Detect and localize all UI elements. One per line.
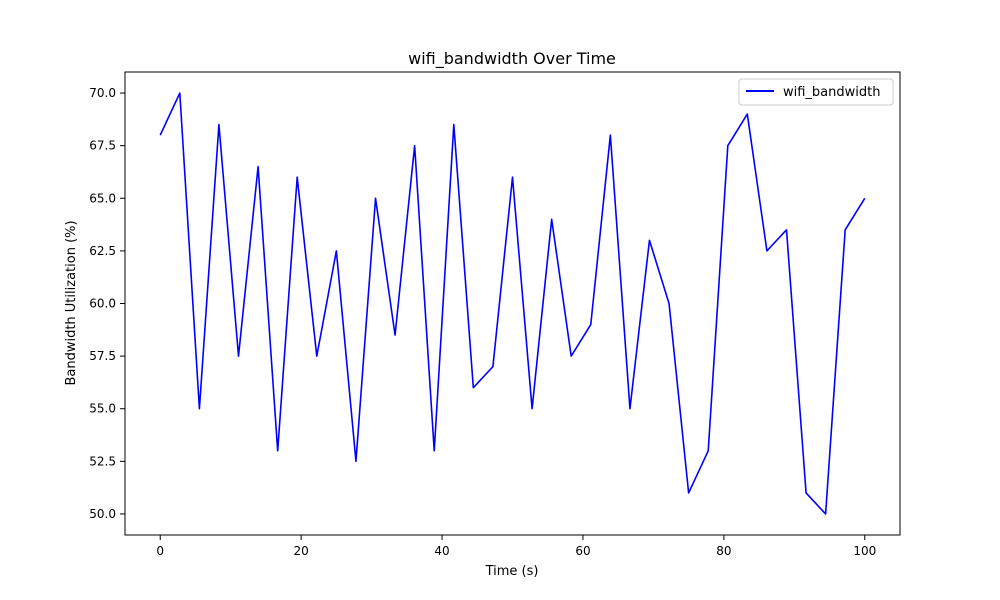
legend-label: wifi_bandwidth <box>783 85 880 100</box>
series-line-wifi_bandwidth <box>159 92 866 515</box>
legend: wifi_bandwidth <box>738 78 894 106</box>
y-tick-label: 70.0 <box>89 86 116 100</box>
x-tick-label: 40 <box>434 544 449 558</box>
x-tick-label: 80 <box>716 544 731 558</box>
legend-box <box>738 78 894 106</box>
x-axis-label: Time (s) <box>485 564 539 579</box>
y-tick-label: 50.0 <box>89 507 116 521</box>
x-tick-label: 0 <box>156 544 164 558</box>
y-tick-label: 60.0 <box>89 297 116 311</box>
x-tick-label: 20 <box>293 544 308 558</box>
y-tick-label: 55.0 <box>89 402 116 416</box>
y-tick-label: 62.5 <box>89 244 116 258</box>
axis-ticks: 0 20 40 60 80 100 50.0 52.5 55.0 57.5 60.0 62.5 65.0… <box>89 86 876 558</box>
plot-frame <box>124 71 901 536</box>
y-axis-label: Bandwidth Utilization (%) <box>64 220 79 385</box>
y-tick-label: 65.0 <box>89 191 116 205</box>
y-tick-label: 52.5 <box>89 454 116 468</box>
chart-title: wifi_bandwidth Over Time <box>408 49 616 69</box>
plot-lines <box>159 92 866 515</box>
y-tick-label: 57.5 <box>89 349 116 363</box>
x-tick-label: 60 <box>575 544 590 558</box>
x-tick-label: 100 <box>853 544 876 558</box>
y-tick-label: 67.5 <box>89 139 116 153</box>
